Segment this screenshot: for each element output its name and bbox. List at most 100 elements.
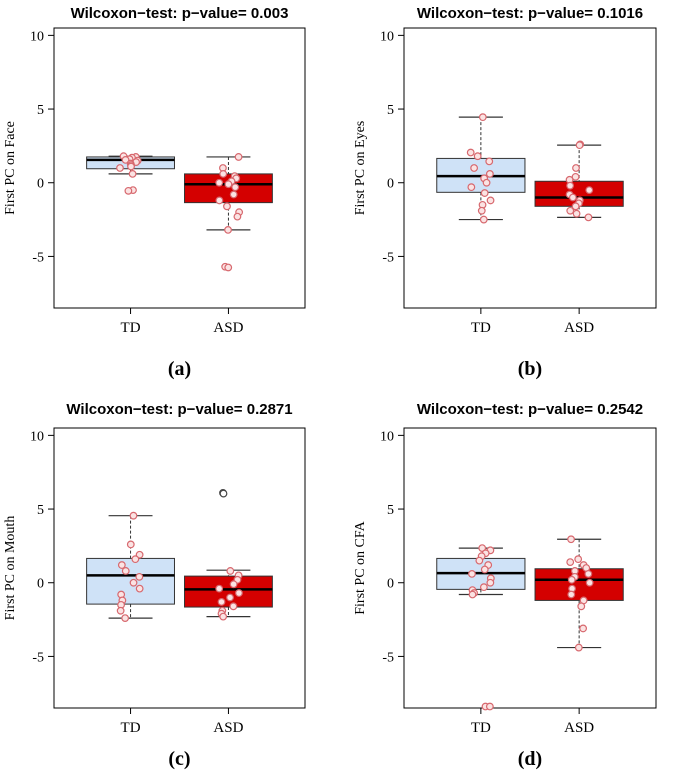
data-point xyxy=(121,614,130,623)
x-tick-label: TD xyxy=(121,720,141,736)
data-point xyxy=(229,190,238,199)
plot-frame xyxy=(53,427,306,709)
data-point xyxy=(567,535,575,544)
x-tick-label: TD xyxy=(471,320,491,336)
data-point xyxy=(219,612,228,621)
data-point xyxy=(128,169,137,178)
data-point xyxy=(135,572,144,581)
data-point xyxy=(574,643,583,652)
data-point xyxy=(567,575,576,584)
data-point xyxy=(121,567,130,575)
chart-title: Wilcoxon−test: p−value= 0.2542 xyxy=(417,401,643,418)
y-tick-label: 0 xyxy=(387,577,394,592)
panel-label: (c) xyxy=(168,748,190,770)
data-point xyxy=(568,193,577,202)
panel-c: Wilcoxon−test: p−value= 0.2871 First PC o… xyxy=(3,401,306,770)
chart-title: Wilcoxon−test: p−value= 0.1016 xyxy=(417,5,643,22)
panel-b: Wilcoxon−test: p−value= 0.1016 First PC o… xyxy=(353,5,657,380)
y-tick-label: 10 xyxy=(380,429,394,444)
plot-frame xyxy=(53,27,306,309)
data-point xyxy=(478,113,487,122)
data-point xyxy=(571,172,580,181)
box-asd xyxy=(184,173,273,204)
data-point xyxy=(116,606,125,615)
data-point xyxy=(566,181,575,190)
data-point xyxy=(485,157,494,166)
data-point xyxy=(127,162,135,171)
data-point xyxy=(572,209,581,218)
data-point xyxy=(585,186,594,195)
y-tick-label: 5 xyxy=(37,103,44,118)
x-tick-label: TD xyxy=(121,320,141,336)
data-point xyxy=(480,189,489,197)
data-point xyxy=(229,580,238,589)
data-point xyxy=(219,169,228,178)
chart-title: Wilcoxon−test: p−value= 0.003 xyxy=(71,5,289,22)
data-point xyxy=(131,555,140,564)
data-point xyxy=(135,584,144,593)
y-axis-label: First PC on CFA xyxy=(353,520,368,614)
data-point xyxy=(215,196,224,205)
data-point xyxy=(482,178,491,187)
y-tick-label: 5 xyxy=(37,503,44,518)
y-tick-label: -5 xyxy=(32,250,44,265)
data-point xyxy=(467,183,476,192)
y-tick-label: -5 xyxy=(382,650,394,665)
data-point xyxy=(475,556,484,565)
data-point xyxy=(226,567,235,575)
y-tick-label: 10 xyxy=(30,429,44,444)
y-tick-label: -5 xyxy=(32,650,44,665)
data-point xyxy=(486,578,495,587)
data-point xyxy=(116,164,124,172)
data-point xyxy=(480,565,489,574)
data-point xyxy=(470,164,479,172)
y-tick-label: 5 xyxy=(387,503,394,518)
panel-d: Wilcoxon−test: p−value= 0.2542 First PC o… xyxy=(353,401,657,770)
data-point xyxy=(219,489,228,498)
y-tick-label: 0 xyxy=(37,577,44,592)
data-point xyxy=(473,152,482,161)
y-axis-label: First PC on Face xyxy=(3,121,18,215)
data-point xyxy=(584,569,593,578)
data-point xyxy=(215,178,224,187)
data-point xyxy=(575,141,584,150)
data-point xyxy=(566,558,575,567)
x-tick-label: ASD xyxy=(213,320,243,336)
data-point xyxy=(567,590,576,599)
data-point xyxy=(584,213,593,222)
data-point xyxy=(479,583,488,592)
data-point xyxy=(572,164,580,172)
y-tick-label: 10 xyxy=(380,29,394,44)
data-point xyxy=(235,589,243,597)
data-point xyxy=(224,225,232,234)
data-point xyxy=(229,602,238,611)
data-point xyxy=(129,511,138,520)
data-point xyxy=(468,590,477,599)
data-point xyxy=(479,215,488,224)
panel-label: (a) xyxy=(168,358,191,380)
data-point xyxy=(124,186,133,195)
data-point xyxy=(466,148,475,157)
data-point xyxy=(234,153,243,161)
y-tick-label: -5 xyxy=(382,250,394,265)
data-point xyxy=(566,206,575,215)
panel-label: (d) xyxy=(518,748,542,770)
data-point xyxy=(585,578,594,587)
data-point xyxy=(485,169,494,178)
x-tick-label: TD xyxy=(471,720,491,736)
x-tick-label: ASD xyxy=(564,320,594,336)
y-tick-label: 5 xyxy=(387,103,394,118)
data-point xyxy=(485,702,494,711)
data-point xyxy=(233,212,242,221)
y-axis-label: First PC on Mouth xyxy=(3,516,18,621)
data-point xyxy=(574,555,583,564)
data-point xyxy=(126,540,135,549)
data-point xyxy=(486,196,495,205)
panel-label: (b) xyxy=(518,358,542,380)
data-point xyxy=(129,578,138,587)
chart-title: Wilcoxon−test: p−value= 0.2871 xyxy=(66,401,292,418)
data-point xyxy=(215,584,224,593)
x-tick-label: ASD xyxy=(213,720,243,736)
data-point xyxy=(579,624,588,633)
